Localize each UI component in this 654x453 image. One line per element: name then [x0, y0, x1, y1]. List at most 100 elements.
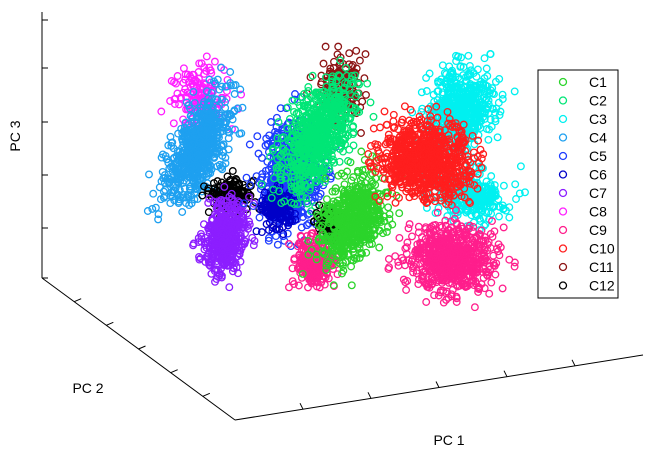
point-c9	[285, 283, 293, 292]
point-c5	[272, 113, 281, 122]
point-c3	[494, 98, 503, 107]
point-c7	[195, 255, 204, 264]
point-c12	[235, 180, 244, 189]
point-c8	[210, 57, 219, 66]
point-c12	[212, 186, 221, 195]
point-c4	[226, 68, 235, 76]
point-c7	[215, 207, 224, 216]
point-c8	[179, 64, 188, 73]
point-c8	[222, 87, 231, 96]
point-c4	[221, 98, 230, 106]
point-c5	[267, 118, 275, 126]
point-c11	[352, 46, 361, 55]
point-c11	[334, 42, 343, 51]
axis-tick	[170, 369, 178, 374]
point-c4	[210, 77, 218, 86]
point-c11	[345, 49, 354, 58]
point-c12	[208, 188, 217, 197]
point-c1	[384, 203, 393, 212]
point-c4	[202, 103, 210, 112]
point-c7	[226, 257, 235, 266]
point-c4	[175, 172, 183, 181]
point-c4	[187, 126, 196, 135]
point-c4	[236, 85, 245, 94]
point-c4	[184, 192, 193, 201]
point-c3	[493, 133, 502, 142]
axis-tick	[202, 392, 211, 397]
point-c7	[209, 247, 218, 256]
point-c7	[200, 245, 209, 254]
point-c4	[154, 210, 163, 219]
point-c11	[321, 42, 330, 51]
axis-tick	[435, 381, 440, 388]
point-c4	[154, 215, 163, 224]
point-c4	[193, 118, 201, 127]
axis-tick	[367, 392, 372, 399]
point-c5	[280, 236, 289, 245]
point-c5	[258, 153, 266, 162]
point-c4	[204, 160, 212, 169]
point-c3	[486, 50, 495, 58]
point-c7	[197, 232, 206, 241]
point-c4	[166, 199, 175, 208]
point-c7	[237, 207, 246, 216]
point-c1	[395, 209, 404, 218]
point-c2	[345, 145, 354, 154]
point-c4	[212, 95, 220, 104]
point-c4	[165, 179, 173, 188]
point-c4	[217, 82, 226, 91]
point-c7	[239, 239, 248, 248]
point-c5	[264, 234, 273, 242]
point-c12	[198, 191, 207, 200]
point-c7	[221, 207, 230, 216]
point-c7	[211, 277, 219, 286]
point-c4	[225, 109, 234, 118]
point-c2	[366, 98, 375, 107]
point-c12	[209, 179, 218, 188]
point-c4	[145, 170, 153, 179]
point-c7	[204, 255, 213, 263]
point-c7	[223, 233, 232, 242]
point-c4	[149, 189, 158, 198]
point-c12	[315, 201, 324, 210]
point-c8	[157, 107, 166, 116]
point-c7	[223, 258, 232, 267]
point-c8	[172, 79, 180, 88]
point-c4	[188, 140, 197, 149]
point-c7	[213, 254, 222, 263]
point-c4	[205, 75, 214, 84]
point-c7	[220, 182, 229, 191]
axis-tick	[73, 298, 82, 303]
point-c4	[203, 148, 212, 157]
point-c1	[375, 243, 384, 252]
point-c4	[195, 175, 204, 184]
point-c7	[230, 244, 239, 253]
point-c8	[200, 79, 208, 88]
point-c11	[362, 90, 370, 99]
point-c3	[495, 212, 503, 221]
point-c4	[167, 141, 176, 150]
point-c7	[202, 253, 211, 261]
point-c7	[231, 259, 240, 267]
point-c4	[164, 158, 173, 167]
point-c4	[221, 82, 230, 91]
point-c3	[480, 54, 489, 63]
point-c8	[197, 59, 206, 68]
point-c5	[252, 172, 261, 181]
point-c4	[206, 169, 215, 178]
point-c4	[218, 151, 227, 160]
axis-tick	[299, 402, 304, 410]
point-c4	[213, 162, 222, 171]
point-c5	[254, 149, 263, 158]
point-c4	[199, 154, 208, 163]
point-c4	[143, 207, 152, 215]
point-c7	[219, 259, 228, 268]
point-c4	[148, 204, 157, 213]
point-c4	[182, 199, 191, 208]
point-c12	[228, 167, 237, 175]
axis-ticks	[42, 19, 576, 410]
point-c7	[204, 198, 213, 207]
point-c7	[219, 229, 228, 238]
point-c2	[308, 71, 317, 80]
